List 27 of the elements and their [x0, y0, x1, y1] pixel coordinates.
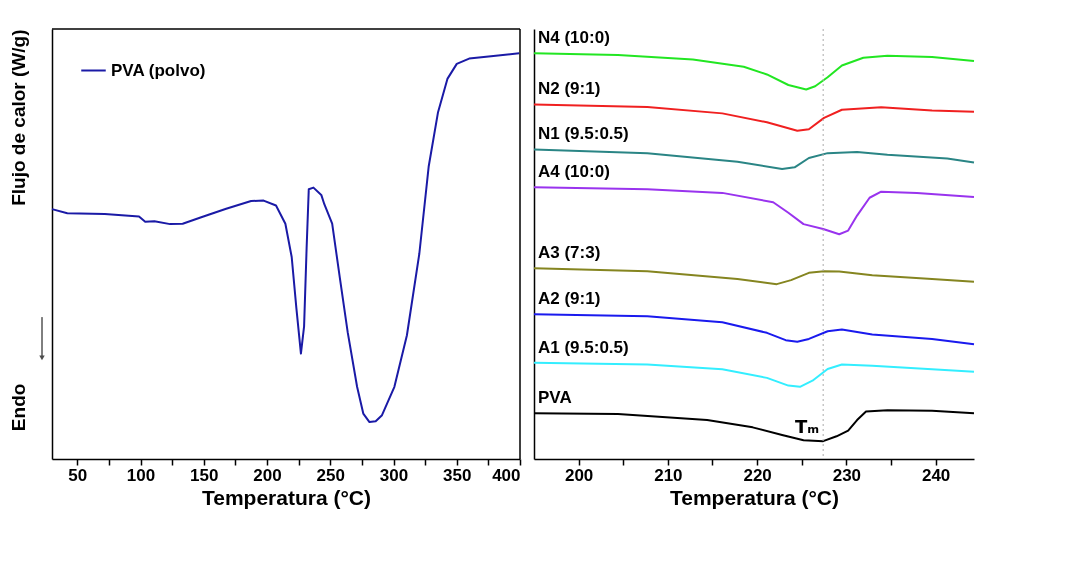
x-tick-label: 210 — [654, 465, 683, 485]
y-axis-title: Flujo de calor (W/g) — [7, 29, 29, 206]
x-tick-label: 200 — [253, 465, 282, 485]
x-tick-label: 100 — [126, 465, 156, 485]
x-axis-title: Temperatura (°C) — [669, 485, 840, 509]
series-label: A3 (7:3) — [538, 243, 601, 263]
series-label: N2 (9:1) — [538, 79, 601, 99]
annotation: Tₘ — [794, 416, 820, 438]
x-tick-label: 50 — [68, 465, 88, 485]
series-label: PVA — [538, 388, 572, 408]
legend-label: PVA (polvo) — [111, 60, 206, 80]
series-label: N1 (9.5:0.5) — [538, 124, 629, 144]
x-tick-label: 220 — [743, 465, 772, 485]
x-axis-title: Temperatura (°C) — [201, 485, 372, 509]
x-tick-label: 200 — [564, 465, 594, 485]
series-label: A1 (9.5:0.5) — [538, 337, 629, 357]
x-tick-label: 250 — [316, 465, 345, 485]
text: Endo — [8, 383, 29, 432]
series-label: A4 (10:0) — [538, 162, 610, 182]
series-label: N4 (10:0) — [538, 28, 610, 48]
x-tick-label: 230 — [832, 465, 862, 485]
x-tick-label: 300 — [379, 465, 409, 485]
series-label: A2 (9:1) — [538, 289, 601, 309]
x-tick-label: 150 — [190, 465, 219, 485]
x-tick-label: 400 — [492, 465, 521, 485]
x-tick-label: 350 — [443, 465, 472, 485]
x-tick-label: 240 — [921, 465, 951, 485]
